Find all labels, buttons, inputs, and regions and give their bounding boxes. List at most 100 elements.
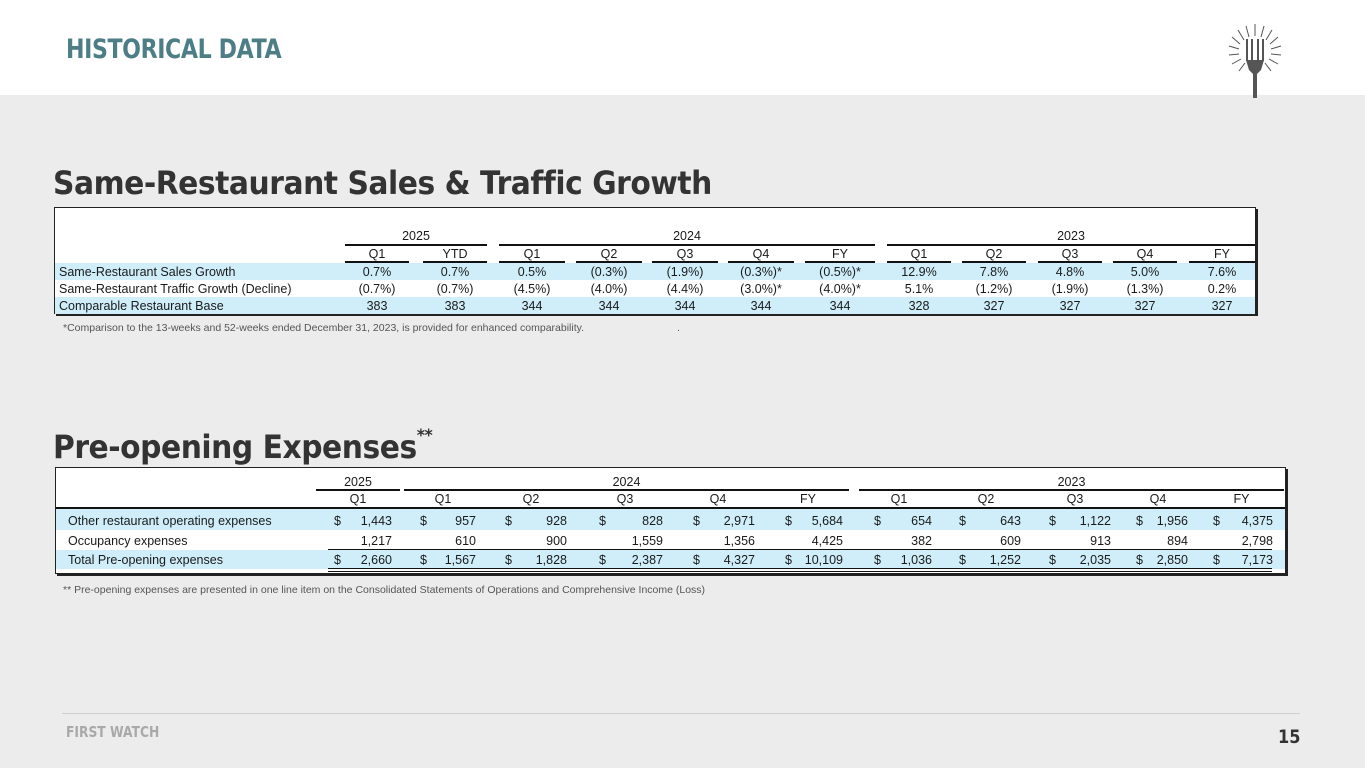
row-highlight [55, 297, 1255, 314]
table-cell: 344 [521, 299, 543, 313]
table-cell: 383 [444, 299, 466, 313]
table-cell: 0.5% [517, 265, 547, 279]
table-cell: 382 [911, 534, 932, 548]
column-header: Q4 [752, 247, 770, 261]
column-header: FY [1233, 492, 1250, 506]
table-cell: 928 [546, 514, 567, 528]
table-cell: 2,971 [723, 514, 755, 528]
column-header: FY [832, 247, 848, 261]
year-underline [316, 489, 400, 491]
table-cell: 344 [829, 299, 851, 313]
table-cell: 643 [1000, 514, 1021, 528]
table-cell: 0.7% [440, 265, 470, 279]
table-cell: 2,660 [360, 553, 392, 567]
table-footnote: ** Pre-opening expenses are presented in… [63, 584, 706, 596]
table-cell: (1.9%) [1051, 282, 1089, 296]
table-cell: 327 [1059, 299, 1081, 313]
table-cell: 1,217 [360, 534, 392, 548]
pre-opening-table: 2025 2024 2023 Q1 Q1 Q2 Q3 Q4 FY Q1 Q2 Q… [55, 467, 1286, 574]
row-label: Same-Restaurant Traffic Growth (Decline) [59, 282, 292, 296]
column-underline [576, 261, 642, 263]
table-cell: (1.3%) [1126, 282, 1164, 296]
table-cell: 2,850 [1156, 553, 1188, 567]
table-cell: 1,956 [1156, 514, 1188, 528]
currency-symbol: $ [334, 514, 341, 528]
table-cell: 609 [1000, 534, 1021, 548]
column-header: Q1 [910, 247, 928, 261]
column-underline [345, 261, 409, 263]
currency-symbol: $ [1213, 553, 1220, 567]
table-cell: 0.7% [362, 265, 392, 279]
row-highlight [55, 263, 1255, 280]
table-cell: 5,684 [811, 514, 843, 528]
column-header: YTD [442, 247, 468, 261]
footer-divider [62, 713, 1300, 714]
row-label: Same-Restaurant Sales Growth [59, 265, 236, 279]
currency-symbol: $ [874, 553, 881, 567]
year-underline [859, 489, 1284, 491]
fork-burst-icon [1228, 24, 1282, 98]
table-cell: (0.7%) [436, 282, 474, 296]
column-underline [1113, 261, 1177, 263]
currency-symbol: $ [785, 553, 792, 567]
table-cell: 1,559 [631, 534, 663, 548]
table-cell: 10,109 [804, 553, 843, 567]
year-header-2023: 2023 [1057, 229, 1085, 243]
page-number: 15 [1278, 726, 1301, 748]
table-cell: 610 [455, 534, 476, 548]
column-header: Q3 [616, 492, 634, 506]
column-header: Q1 [349, 492, 367, 506]
table-cell: 344 [674, 299, 696, 313]
table-cell: 344 [598, 299, 620, 313]
header-rule [56, 507, 1285, 509]
table-cell: 913 [1090, 534, 1111, 548]
currency-symbol: $ [420, 514, 427, 528]
table-cell: (0.5%)* [819, 265, 861, 279]
column-header: Q4 [1136, 247, 1154, 261]
table-cell: (0.7%) [358, 282, 396, 296]
currency-symbol: $ [505, 553, 512, 567]
table-cell: 5.0% [1130, 265, 1160, 279]
row-highlight [56, 550, 1285, 569]
currency-symbol: $ [334, 553, 341, 567]
table-cell: 1,036 [900, 553, 932, 567]
table-cell: (0.3%)* [740, 265, 782, 279]
section-title-sales-traffic: Same-Restaurant Sales & Traffic Growth [53, 164, 712, 202]
section-title-superscript: ** [416, 426, 433, 446]
table-cell: 7,173 [1241, 553, 1273, 567]
column-header: Q1 [368, 247, 386, 261]
page-title: HISTORICAL DATA [66, 34, 282, 65]
column-header: Q1 [890, 492, 908, 506]
table-cell: (0.3%) [590, 265, 628, 279]
table-cell: 5.1% [904, 282, 934, 296]
year-header-2024: 2024 [612, 475, 641, 489]
table-cell: 7.6% [1207, 265, 1237, 279]
table-cell: 1,828 [535, 553, 567, 567]
year-header-2023: 2023 [1057, 475, 1086, 489]
table-cell: 828 [642, 514, 663, 528]
column-header: Q3 [676, 247, 694, 261]
table-cell: 328 [908, 299, 930, 313]
column-underline [1038, 261, 1102, 263]
column-header: Q3 [1066, 492, 1084, 506]
table-cell: 654 [911, 514, 932, 528]
column-header: Q1 [523, 247, 541, 261]
table-footnote: *Comparison to the 13-weeks and 52-weeks… [63, 322, 585, 334]
column-header: Q2 [977, 492, 995, 506]
sales-traffic-table: 2025 2024 2023 Q1 YTD Q1 Q2 Q3 Q4 FY Q1 … [54, 207, 1256, 314]
year-underline [887, 244, 1255, 246]
column-underline [423, 261, 487, 263]
currency-symbol: $ [1136, 514, 1143, 528]
column-underline [1189, 261, 1255, 263]
row-label: Other restaurant operating expenses [68, 514, 272, 528]
column-header: Q2 [985, 247, 1003, 261]
currency-symbol: $ [1049, 553, 1056, 567]
table-cell: 2,387 [631, 553, 663, 567]
currency-symbol: $ [505, 514, 512, 528]
column-header: Q3 [1061, 247, 1079, 261]
table-cell: (4.0%)* [819, 282, 861, 296]
currency-symbol: $ [420, 553, 427, 567]
year-header-2025: 2025 [402, 229, 430, 243]
table-cell: 2,035 [1079, 553, 1111, 567]
table-cell: 1,122 [1079, 514, 1111, 528]
